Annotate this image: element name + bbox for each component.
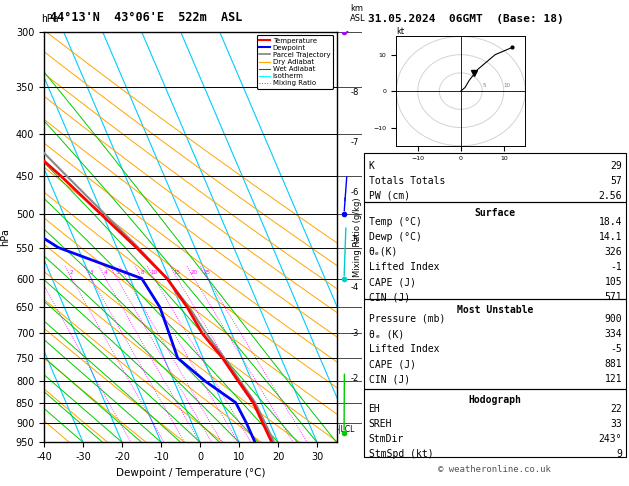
Text: 334: 334 — [604, 329, 622, 339]
Text: -5: -5 — [350, 236, 359, 245]
Text: 33: 33 — [610, 419, 622, 429]
Text: Dewp (°C): Dewp (°C) — [369, 232, 421, 242]
Text: 31.05.2024  06GMT  (Base: 18): 31.05.2024 06GMT (Base: 18) — [368, 14, 564, 24]
Text: -2: -2 — [350, 374, 359, 383]
Text: -7: -7 — [350, 139, 359, 147]
Text: 105: 105 — [604, 277, 622, 287]
Text: km
ASL: km ASL — [350, 4, 366, 23]
Text: -6: -6 — [350, 188, 359, 197]
Text: 6: 6 — [125, 270, 128, 275]
Legend: Temperature, Dewpoint, Parcel Trajectory, Dry Adiabat, Wet Adiabat, Isotherm, Mi: Temperature, Dewpoint, Parcel Trajectory… — [257, 35, 333, 89]
Y-axis label: hPa: hPa — [0, 228, 10, 246]
Text: 25: 25 — [204, 270, 211, 275]
Text: 10: 10 — [504, 84, 511, 88]
Text: 15: 15 — [174, 270, 181, 275]
Text: Lifted Index: Lifted Index — [369, 344, 439, 354]
Text: 121: 121 — [604, 374, 622, 384]
Text: θₑ (K): θₑ (K) — [369, 329, 404, 339]
Text: © weatheronline.co.uk: © weatheronline.co.uk — [438, 465, 551, 474]
Text: StmDir: StmDir — [369, 434, 404, 444]
Text: Most Unstable: Most Unstable — [457, 305, 533, 315]
Text: 243°: 243° — [599, 434, 622, 444]
Text: Pressure (mb): Pressure (mb) — [369, 314, 445, 324]
Text: CIN (J): CIN (J) — [369, 374, 409, 384]
Text: 9: 9 — [616, 449, 622, 459]
Text: SREH: SREH — [369, 419, 392, 429]
Text: θₑ(K): θₑ(K) — [369, 247, 398, 257]
Text: -5: -5 — [610, 344, 622, 354]
Text: -1: -1 — [610, 262, 622, 272]
Text: 5: 5 — [482, 84, 486, 88]
Text: 18.4: 18.4 — [599, 217, 622, 227]
Text: 4: 4 — [104, 270, 108, 275]
Text: 10: 10 — [151, 270, 158, 275]
X-axis label: Dewpoint / Temperature (°C): Dewpoint / Temperature (°C) — [116, 468, 265, 478]
Text: kt: kt — [396, 27, 404, 36]
Text: 57: 57 — [610, 176, 622, 186]
Text: 44°13'N  43°06'E  522m  ASL: 44°13'N 43°06'E 522m ASL — [50, 11, 243, 24]
Text: 900: 900 — [604, 314, 622, 324]
Text: 8: 8 — [140, 270, 144, 275]
Text: EH: EH — [369, 404, 381, 414]
Text: -4: -4 — [350, 283, 359, 293]
Text: Temp (°C): Temp (°C) — [369, 217, 421, 227]
Text: Hodograph: Hodograph — [468, 395, 521, 405]
Text: 5: 5 — [115, 270, 119, 275]
Text: 22: 22 — [610, 404, 622, 414]
Text: 2: 2 — [70, 270, 74, 275]
Text: 14.1: 14.1 — [599, 232, 622, 242]
Text: PW (cm): PW (cm) — [369, 191, 409, 201]
Text: -3: -3 — [350, 330, 359, 338]
Text: 20: 20 — [191, 270, 198, 275]
Text: 2.56: 2.56 — [599, 191, 622, 201]
Text: 571: 571 — [604, 292, 622, 302]
Text: Mixing Ratio (g/kg): Mixing Ratio (g/kg) — [353, 197, 362, 277]
Text: 29: 29 — [610, 161, 622, 171]
Text: CAPE (J): CAPE (J) — [369, 277, 416, 287]
Text: 326: 326 — [604, 247, 622, 257]
Text: CAPE (J): CAPE (J) — [369, 359, 416, 369]
Text: 881: 881 — [604, 359, 622, 369]
Text: Lifted Index: Lifted Index — [369, 262, 439, 272]
Text: Surface: Surface — [474, 208, 515, 218]
Text: Totals Totals: Totals Totals — [369, 176, 445, 186]
Text: 3: 3 — [89, 270, 93, 275]
Text: StmSpd (kt): StmSpd (kt) — [369, 449, 433, 459]
Text: CIN (J): CIN (J) — [369, 292, 409, 302]
Text: hPa: hPa — [41, 14, 58, 24]
Text: K: K — [369, 161, 374, 171]
Text: -8: -8 — [350, 87, 359, 97]
Text: ┤LCL: ┤LCL — [337, 424, 355, 434]
